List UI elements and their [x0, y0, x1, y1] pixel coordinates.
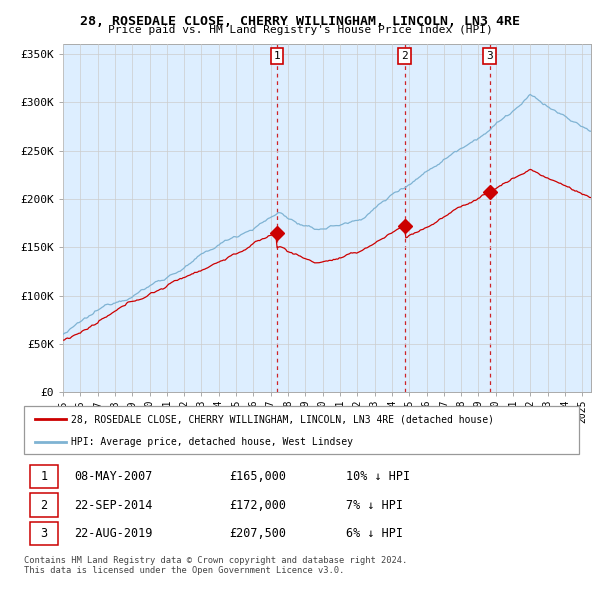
- Text: £207,500: £207,500: [229, 527, 286, 540]
- Text: 28, ROSEDALE CLOSE, CHERRY WILLINGHAM, LINCOLN, LN3 4RE (detached house): 28, ROSEDALE CLOSE, CHERRY WILLINGHAM, L…: [71, 414, 494, 424]
- Text: 2: 2: [401, 51, 408, 61]
- Text: Contains HM Land Registry data © Crown copyright and database right 2024.
This d: Contains HM Land Registry data © Crown c…: [24, 556, 407, 575]
- FancyBboxPatch shape: [29, 493, 58, 517]
- Text: 6% ↓ HPI: 6% ↓ HPI: [346, 527, 403, 540]
- Text: 7% ↓ HPI: 7% ↓ HPI: [346, 499, 403, 512]
- FancyBboxPatch shape: [29, 522, 58, 545]
- Text: 2: 2: [40, 499, 47, 512]
- Text: 22-AUG-2019: 22-AUG-2019: [74, 527, 152, 540]
- Text: HPI: Average price, detached house, West Lindsey: HPI: Average price, detached house, West…: [71, 437, 353, 447]
- Text: £165,000: £165,000: [229, 470, 286, 483]
- Text: 22-SEP-2014: 22-SEP-2014: [74, 499, 152, 512]
- FancyBboxPatch shape: [24, 406, 579, 454]
- Text: 3: 3: [486, 51, 493, 61]
- Text: 08-MAY-2007: 08-MAY-2007: [74, 470, 152, 483]
- Text: £172,000: £172,000: [229, 499, 286, 512]
- Text: Price paid vs. HM Land Registry's House Price Index (HPI): Price paid vs. HM Land Registry's House …: [107, 25, 493, 35]
- Text: 28, ROSEDALE CLOSE, CHERRY WILLINGHAM, LINCOLN, LN3 4RE: 28, ROSEDALE CLOSE, CHERRY WILLINGHAM, L…: [80, 15, 520, 28]
- FancyBboxPatch shape: [29, 465, 58, 488]
- Text: 1: 1: [274, 51, 280, 61]
- Text: 10% ↓ HPI: 10% ↓ HPI: [346, 470, 410, 483]
- Text: 1: 1: [40, 470, 47, 483]
- Text: 3: 3: [40, 527, 47, 540]
